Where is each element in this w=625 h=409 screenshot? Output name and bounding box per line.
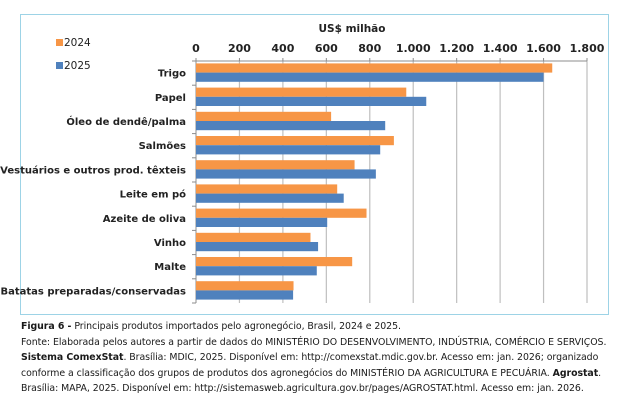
legend: 2024 2025 [56,37,91,72]
bar-2025 [196,217,328,227]
caption-line-1: Figura 6 - Principais produtos importado… [21,319,621,335]
x-tick-label: 800 [358,42,381,55]
bar-2024 [196,257,353,267]
legend-label-2025: 2025 [64,60,91,72]
x-tick-label: 400 [271,42,294,55]
caption-line-4: conforme a classificação dos grupos de p… [21,366,621,382]
source-name-agrostat: Agrostat [552,367,599,379]
x-tick-label: 1.600 [526,42,561,55]
category-label: Leite em pó [120,189,186,201]
bar-2025 [196,169,376,179]
bar-2025 [196,266,317,276]
x-tick-label: 1.000 [396,42,431,55]
category-label: Azeite de oliva [103,214,186,225]
bar-2024 [196,281,294,291]
bar-2024 [196,160,355,170]
category-label: Trigo [158,69,186,80]
bar-2024 [196,111,332,121]
legend-label-2024: 2024 [64,37,91,49]
bar-2024 [196,208,367,218]
bar-2024 [196,232,311,242]
bar-2025 [196,72,544,82]
category-label: Óleo de dendê/palma [66,115,186,128]
bar-chart: US$ milhão 0 200 400 600 800 1.000 1.200 1.400 1… [0,23,605,304]
axis-title: US$ milhão [319,23,386,35]
bar-2024 [196,184,338,194]
bar-2025 [196,193,344,203]
bar-2025 [196,121,386,131]
caption-line-4-text: conforme a classificação dos grupos de p… [21,367,553,379]
figure-label: Figura 6 - [21,321,72,332]
caption-line-4-end: . [598,367,602,379]
bar-2025 [196,242,319,252]
caption-line-2: Fonte: Elaborada pelos autores a partir … [21,336,607,348]
category-label: Vestuários e outros prod. têxteis [0,164,186,176]
category-label: Vinho [154,238,186,249]
figure-caption: Figura 6 - Principais produtos importado… [21,319,621,397]
bar-2025 [196,145,381,155]
bar-2025 [196,96,427,106]
legend-swatch-2024 [56,39,63,46]
category-label: Batatas preparadas/conservadas [0,286,186,297]
caption-line-5: Brasília: MAPA, 2025. Disponível em: htt… [21,383,584,395]
x-tick-labels: 0 200 400 600 800 1.000 1.200 1.400 1.600 1.800 [192,42,605,55]
legend-swatch-2025 [56,62,63,69]
x-tick-label: 1.400 [483,42,518,55]
x-tick-label: 200 [228,42,251,55]
bar-2024 [196,63,553,73]
category-labels: Trigo Papel Óleo de dendê/palma Salmões Vest… [0,69,186,298]
caption-line-3-text: . Brasília: MDIC, 2025. Disponível em: h… [123,352,599,364]
category-label: Malte [154,262,186,273]
caption-line-3: Sistema ComexStat. Brasília: MDIC, 2025.… [21,350,621,366]
x-tick-label: 600 [315,42,338,55]
bars [196,63,553,300]
bar-2024 [196,87,407,97]
bar-2024 [196,136,394,146]
source-name-comexstat: Sistema ComexStat [21,352,124,364]
category-label: Papel [155,93,186,104]
figure-title: Principais produtos importados pelo agro… [71,321,401,332]
bar-2025 [196,290,294,300]
category-label: Salmões [139,141,186,152]
x-tick-label: 1.200 [439,42,474,55]
x-tick-label: 1.800 [570,42,605,55]
x-tick-label: 0 [192,42,200,55]
